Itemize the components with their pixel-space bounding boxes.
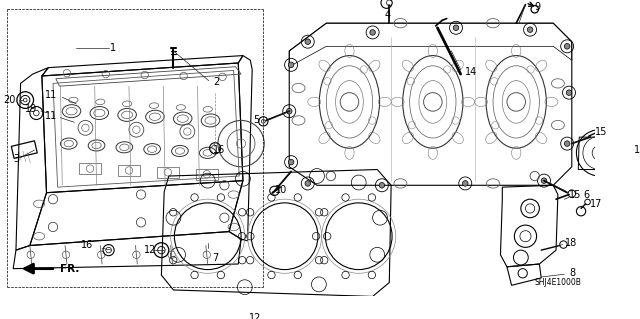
Circle shape bbox=[287, 108, 292, 114]
Text: 2: 2 bbox=[213, 77, 220, 86]
Circle shape bbox=[453, 25, 459, 31]
Text: 8: 8 bbox=[569, 268, 575, 278]
Text: 17: 17 bbox=[590, 199, 603, 209]
Text: 16: 16 bbox=[213, 145, 225, 155]
Circle shape bbox=[370, 30, 376, 35]
Text: 4: 4 bbox=[385, 10, 391, 20]
Circle shape bbox=[566, 90, 572, 95]
Text: 11: 11 bbox=[45, 111, 58, 121]
Circle shape bbox=[564, 141, 570, 146]
Circle shape bbox=[564, 43, 570, 49]
Circle shape bbox=[288, 159, 294, 165]
Text: 11: 11 bbox=[45, 90, 58, 100]
Text: SHJ4E1000B: SHJ4E1000B bbox=[534, 278, 581, 287]
Text: 19: 19 bbox=[25, 104, 37, 114]
Text: 6: 6 bbox=[583, 189, 589, 200]
Text: 13: 13 bbox=[634, 145, 640, 155]
Circle shape bbox=[305, 39, 310, 44]
Text: 3: 3 bbox=[13, 154, 19, 164]
Text: 15: 15 bbox=[569, 189, 581, 200]
Circle shape bbox=[379, 182, 385, 188]
Text: 12: 12 bbox=[249, 313, 262, 319]
Circle shape bbox=[288, 62, 294, 68]
Text: 15: 15 bbox=[595, 128, 607, 137]
Circle shape bbox=[387, 0, 392, 5]
Text: 12: 12 bbox=[145, 245, 157, 255]
Circle shape bbox=[305, 181, 310, 186]
Text: 16: 16 bbox=[81, 241, 93, 250]
Text: 7: 7 bbox=[212, 253, 219, 263]
Text: 1: 1 bbox=[110, 43, 116, 53]
Text: 10: 10 bbox=[275, 185, 287, 195]
Text: 9: 9 bbox=[535, 3, 541, 12]
Circle shape bbox=[527, 27, 533, 33]
Circle shape bbox=[541, 178, 547, 183]
Text: 20: 20 bbox=[4, 95, 16, 105]
Text: FR.: FR. bbox=[60, 264, 80, 274]
Circle shape bbox=[463, 181, 468, 186]
Text: 14: 14 bbox=[465, 67, 477, 77]
Text: 5: 5 bbox=[253, 115, 260, 125]
Text: 18: 18 bbox=[565, 238, 577, 248]
